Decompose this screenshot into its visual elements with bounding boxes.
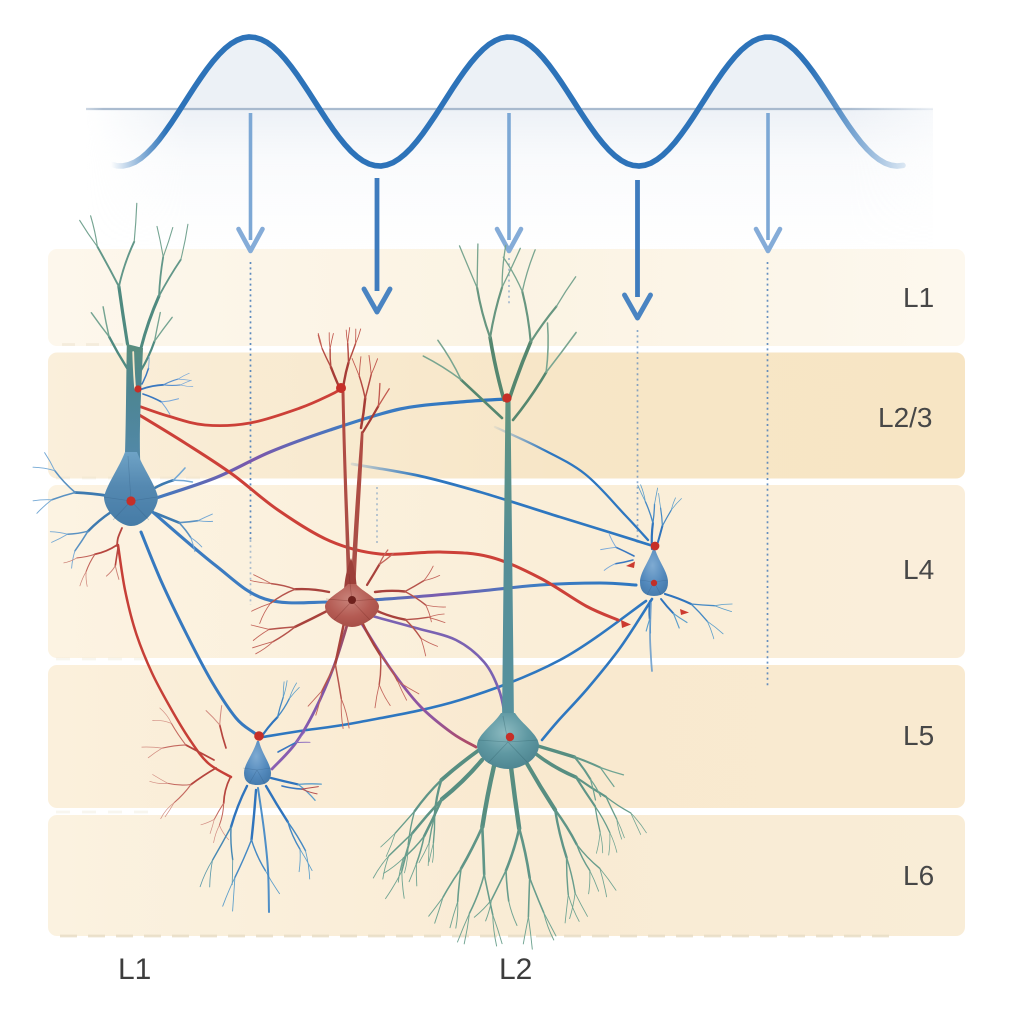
svg-text:L4: L4 xyxy=(903,554,934,585)
svg-text:L2: L2 xyxy=(499,953,532,986)
svg-text:L2/3: L2/3 xyxy=(878,402,933,433)
svg-text:L1: L1 xyxy=(118,953,151,986)
svg-text:L1: L1 xyxy=(903,282,934,313)
svg-text:L6: L6 xyxy=(903,860,934,891)
svg-text:L5: L5 xyxy=(903,720,934,751)
